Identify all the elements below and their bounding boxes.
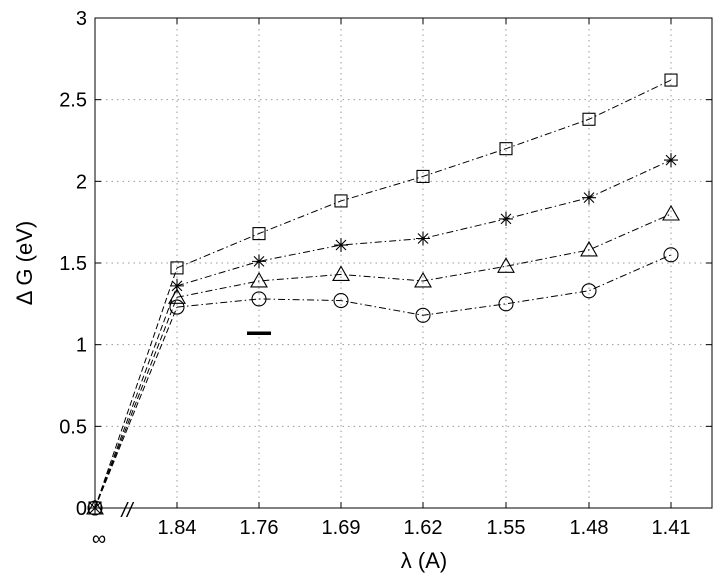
series-break-segment <box>94 267 178 509</box>
series-circle <box>87 247 679 516</box>
data-point-circle <box>333 293 349 309</box>
data-point-triangle <box>86 498 104 515</box>
data-point-star <box>499 211 513 226</box>
y-tick-label: 2.5 <box>59 90 87 112</box>
data-point-square <box>416 169 430 183</box>
data-point-triangle <box>332 265 350 281</box>
series-break-segment <box>94 297 178 509</box>
data-point-star <box>416 231 430 246</box>
data-point-circle <box>169 299 185 315</box>
data-point-square <box>334 194 348 208</box>
y-tick-label: 3 <box>76 8 87 30</box>
data-point-circle <box>581 283 597 299</box>
x-axis-break-label: // <box>119 500 135 522</box>
data-point-star <box>252 254 266 269</box>
data-point-triangle <box>580 240 598 257</box>
data-point-circle <box>498 296 514 312</box>
data-point-star <box>664 153 678 168</box>
y-tick-label: 0 <box>76 498 87 520</box>
data-point-circle <box>251 291 267 307</box>
x-tick-label: 1.55 <box>487 517 526 539</box>
x-tick-label: 1.76 <box>240 517 279 539</box>
x-tick-label: 1.62 <box>404 517 443 539</box>
data-point-triangle <box>168 288 186 304</box>
data-point-star <box>170 278 184 293</box>
x-tick-label: 1.84 <box>158 517 197 539</box>
grid-layer <box>95 18 712 508</box>
series-line <box>176 79 672 269</box>
series-line <box>176 254 672 316</box>
data-point-square <box>170 261 184 275</box>
series-line <box>176 213 672 298</box>
data-point-triangle <box>414 271 432 288</box>
data-point-star <box>334 238 348 253</box>
y-tick-label: 1 <box>76 335 87 357</box>
series-square <box>88 73 678 515</box>
y-tick-label: 1.5 <box>59 253 87 275</box>
data-point-circle <box>87 500 103 516</box>
data-point-triangle <box>250 271 268 288</box>
data-point-square <box>252 227 266 241</box>
x-tick-label: 1.41 <box>652 517 691 539</box>
data-point-square <box>664 73 678 87</box>
data-point-square <box>499 142 513 156</box>
series-triangle <box>86 204 680 515</box>
data-point-triangle <box>662 204 680 221</box>
data-point-star <box>582 190 596 205</box>
data-point-circle <box>415 307 431 323</box>
series-break-segment <box>94 285 178 509</box>
x-tick-label: ∞ <box>92 528 106 550</box>
series-line <box>176 159 672 287</box>
x-tick-label: 1.48 <box>570 517 609 539</box>
ticks-layer: 0 0.5 1 1.5 2 2.5 3 ∞ 1.84 1.76 1.69 1.62 1.55 1.48 1.… <box>59 8 712 550</box>
series-layer <box>86 73 680 516</box>
data-point-circle <box>663 247 679 263</box>
y-tick-label: 2 <box>76 171 87 193</box>
y-tick-label: 0.5 <box>59 416 87 438</box>
y-axis-label: Δ G (eV) <box>12 221 37 305</box>
series-star <box>88 153 678 515</box>
data-point-triangle <box>497 257 515 273</box>
series-break-segment <box>94 306 178 509</box>
data-point-square <box>582 112 596 126</box>
x-axis-label: λ (A) <box>401 548 447 573</box>
x-tick-label: 1.69 <box>322 517 361 539</box>
